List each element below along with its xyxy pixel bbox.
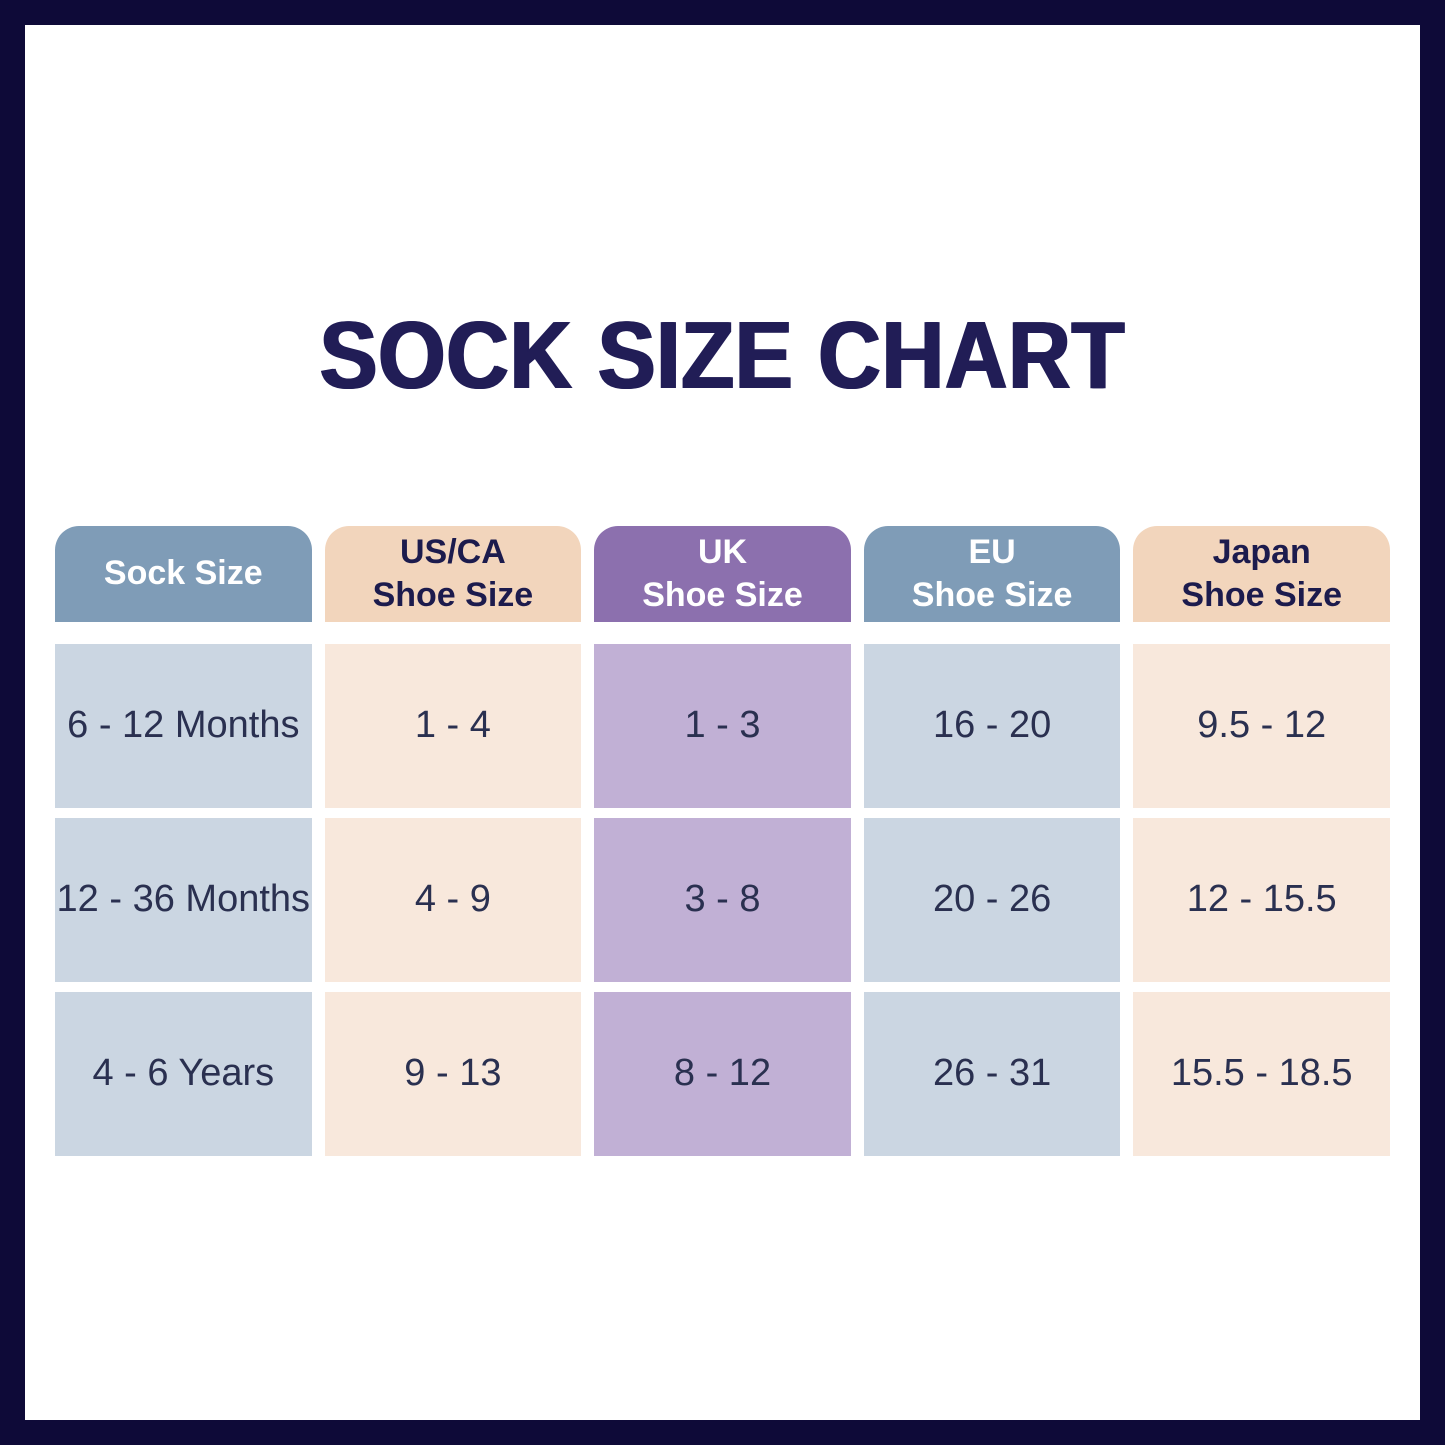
cell-row3-uk-shoe-size: 8 - 12	[594, 991, 851, 1156]
column-header-line: Shoe Size	[911, 575, 1073, 614]
cell-row3-us-ca-shoe-size: 9 - 13	[324, 991, 582, 1156]
cell-row3-japan-shoe-size: 15.5 - 18.5	[1133, 991, 1390, 1156]
column-header-line: US/CA	[399, 533, 506, 572]
column-header-line: Japan	[1212, 533, 1311, 572]
cell-row2-sock-size: 12 - 36 Months	[55, 817, 312, 982]
column-header-line: Shoe Size	[1181, 575, 1342, 614]
cell-row1-sock-size: 6 - 12 Months	[55, 643, 312, 808]
cell-row3-sock-size: 4 - 6 Years	[55, 991, 312, 1156]
column-header-eu-shoe-size: EU Shoe Size	[863, 525, 1121, 622]
column-eu-shoe-size: EU Shoe Size 16 - 20 20 - 26 26 - 31	[863, 525, 1121, 1156]
cell-row1-eu-shoe-size: 16 - 20	[863, 643, 1121, 808]
column-header-uk-shoe-size: UK Shoe Size	[594, 525, 851, 622]
cell-row2-japan-shoe-size: 12 - 15.5	[1133, 817, 1390, 982]
page-title: SOCK SIZE CHART	[319, 302, 1126, 409]
cell-row1-us-ca-shoe-size: 1 - 4	[324, 643, 582, 808]
column-header-japan-shoe-size: Japan Shoe Size	[1133, 525, 1390, 622]
column-header-sock-size: Sock Size	[55, 525, 312, 622]
column-sock-size: Sock Size 6 - 12 Months 12 - 36 Months 4 - …	[55, 525, 312, 1156]
column-header-line: Shoe Size	[642, 575, 803, 614]
cell-row2-us-ca-shoe-size: 4 - 9	[324, 817, 582, 982]
sock-size-table: Sock Size 6 - 12 Months 12 - 36 Months 4 - …	[55, 525, 1390, 1156]
column-header-line: EU	[968, 533, 1016, 572]
cell-row2-uk-shoe-size: 3 - 8	[594, 817, 851, 982]
column-japan-shoe-size: Japan Shoe Size 9.5 - 12 12 - 15.5 15.5 - 18…	[1133, 525, 1390, 1156]
cell-row1-japan-shoe-size: 9.5 - 12	[1133, 643, 1390, 808]
column-header-line: Sock Size	[103, 554, 263, 593]
column-header-us-ca-shoe-size: US/CA Shoe Size	[324, 525, 582, 622]
column-header-line: Shoe Size	[372, 575, 534, 614]
cell-row1-uk-shoe-size: 1 - 3	[594, 643, 851, 808]
column-header-line: UK	[697, 533, 748, 572]
cell-row3-eu-shoe-size: 26 - 31	[863, 991, 1121, 1156]
cell-row2-eu-shoe-size: 20 - 26	[863, 817, 1121, 982]
